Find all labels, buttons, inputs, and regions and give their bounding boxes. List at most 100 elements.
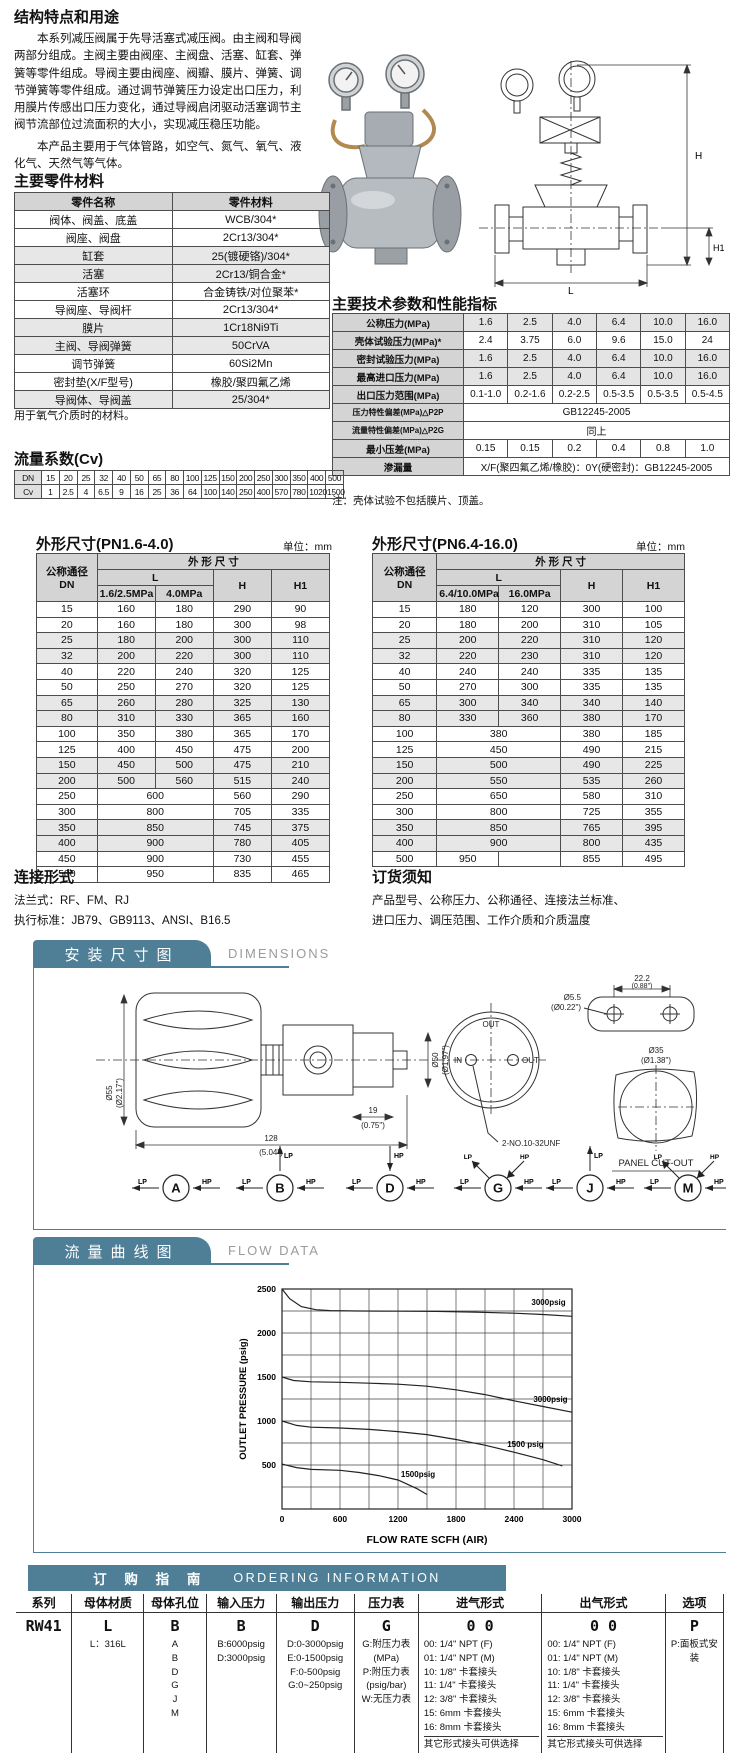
flow-pattern-code: J [586, 1181, 593, 1196]
dims-h-cell: 725 [560, 803, 624, 821]
ordering-column-header: 母体材质 [72, 1594, 144, 1613]
table-row: 200 550 535 260 [371, 772, 685, 790]
y-tick-label: 1000 [257, 1416, 276, 1426]
cv-cell: 140 [218, 484, 238, 499]
tech-value-cell: 0.2-2.5 [551, 385, 597, 404]
dims-dn-cell: 125 [36, 741, 98, 758]
materials-cell: 调节弹簧 [14, 354, 173, 373]
table-row: 150 450 500 475 210 [36, 756, 331, 774]
lp-arrowhead [454, 1185, 462, 1191]
svg-text:LP: LP [464, 1154, 473, 1161]
dims-h-cell: 855 [560, 850, 624, 868]
table-row: 导阀体、导阀盖 25/304* [14, 390, 330, 409]
dims-h-cell: 780 [212, 834, 272, 852]
table-row: 出口压力范围(MPa) 0.1-1.0 0.2-1.6 0.2-2.5 0.5-3.5 0… [332, 385, 731, 404]
tech-value-cell: 1.0 [684, 439, 731, 458]
table-row: 主阀、导阀弹簧 50CrVA [14, 336, 330, 355]
dims-dn-cell: 125 [371, 741, 438, 758]
dims-l2-cell: 330 [154, 710, 214, 727]
table-row: 25 180 200 300 110 [36, 632, 331, 649]
table-row: 活塞 2Cr13/铜合金* [14, 264, 330, 283]
table-row: 零件名称 零件材料 [14, 192, 330, 211]
dims-l-cell: 450 [436, 741, 562, 758]
dims-dn-cell: 65 [371, 694, 438, 712]
table-row: 500 950 855 495 [371, 850, 685, 868]
table-row: 导阀座、导阀杆 2Cr13/304* [14, 300, 330, 319]
ordering-items: L：316L [72, 1637, 143, 1653]
tech-value-cell: 1.6 [462, 313, 509, 332]
dims1-title: 外形尺寸(PN1.6-4.0) [36, 536, 174, 553]
dims-sub2-header: 4.0MPa [154, 585, 214, 602]
curve-label: 1500psig [401, 1470, 435, 1479]
cv-cell: 780 [289, 484, 309, 499]
dims-dn-cell: 80 [36, 710, 98, 727]
dims-l1-cell: 310 [96, 710, 156, 727]
dim-face-dia: Ø50 [431, 1052, 440, 1068]
dims-dn-cell: 400 [36, 834, 98, 852]
ordering-items: P:面板式安装 [666, 1637, 723, 1667]
ordering-code: G [381, 1617, 391, 1635]
table-row: 300 800 705 335 [36, 803, 331, 821]
dims-l2-cell: 270 [154, 678, 214, 696]
table-row: 100 380 380 185 [371, 725, 685, 743]
cv-cell: 100 [200, 484, 220, 499]
dims-h1-cell: 225 [622, 756, 685, 774]
section-intro: 结构特点和用途 本系列减压阀属于先导活塞式减压阀。由主阀和导阀两部分组成。主阀主… [14, 6, 312, 173]
tech-value-cell: 0.1-1.0 [462, 385, 509, 404]
valve-photo [318, 54, 462, 265]
dims-h-cell: 335 [560, 663, 624, 680]
materials-cell: 2Cr13/铜合金* [171, 264, 330, 283]
materials-table: 零件名称 零件材料 阀体、阀盖、底盖 WCB/304* 阀座、阀盘 2Cr13/304* 缸… [14, 192, 330, 409]
dims-h-cell: 490 [560, 756, 624, 774]
cv-cell: 65 [147, 470, 167, 485]
dim-face-dia-in: (Ø1.97") [441, 1045, 450, 1075]
tech-value-cell: 10.0 [640, 313, 686, 332]
dims1-table: 公称通径 DN 外 形 尺 寸 L H H1 1.6/2.5MPa 4.0MPa 15 160 18… [36, 553, 331, 883]
dims-dn-cell: 100 [371, 725, 438, 743]
dims-h-header: H [560, 569, 624, 602]
dims-dn-cell: 350 [371, 819, 438, 836]
table-row: 缸套 25(镀硬铬)/304* [14, 246, 330, 265]
tech-label-cell: 壳体试验压力(MPa)* [332, 331, 464, 350]
dims-h1-cell: 455 [270, 850, 331, 868]
ordering-item: 00: 1/4" NPT (F) [547, 1639, 616, 1650]
dims-h-cell: 290 [212, 601, 272, 618]
cv-cell: 350 [289, 470, 309, 485]
dims-h1-cell: 170 [622, 710, 685, 727]
ordering-notes-line1: 产品型号、公称压力、公称通径、连接法兰标准、 [372, 895, 625, 907]
ordering-column-header: 输出压力 [276, 1594, 354, 1613]
ordering-item: J [172, 1694, 178, 1706]
dims-l2-cell: 240 [154, 663, 214, 680]
cv-cell: 300 [271, 470, 291, 485]
dims-dn-cell: 250 [36, 788, 98, 805]
dims-h1-cell: 125 [270, 678, 331, 696]
dims-h1-cell: 375 [270, 819, 331, 836]
dims-h-cell: 365 [212, 710, 272, 727]
tech-label-cell: 最小压差(MPa) [332, 439, 464, 458]
table-row: 密封垫(X/F型号) 橡胶/聚四氟乙烯 [14, 372, 330, 391]
dims-l1-cell: 450 [96, 756, 156, 774]
tech-value-cell: 6.4 [595, 367, 642, 386]
ordering-column-5: 输出压力 D D:0-3000psig E:0-1500psig F:0-500psig… [276, 1594, 355, 1754]
flow-pattern-code: D [385, 1181, 394, 1196]
cv-cell: Cv [14, 484, 42, 499]
dims-l2-cell: 340 [498, 694, 562, 712]
dim-port-depth: 19 [369, 1106, 378, 1115]
curve-label: 3000psig [531, 1298, 565, 1307]
hp-arrowhead [705, 1185, 713, 1191]
dims-l2-cell: 450 [154, 741, 214, 758]
cv-cell: 36 [165, 484, 184, 499]
label-panel-cutout: PANEL CUT-OUT [619, 1158, 694, 1169]
dims-l1-cell: 200 [96, 647, 156, 665]
cv-cell: 500 [325, 470, 344, 485]
dims-dn-cell: 50 [371, 678, 438, 696]
materials-cell: 阀座、阀盘 [14, 228, 173, 247]
materials-cell: 导阀体、导阀盖 [14, 390, 173, 409]
dims-dn-cell: 450 [36, 850, 98, 868]
table-row: Cv 1 2.5 4 6.5 9 16 25 36 64 100 140 250 400 570 780 102… [14, 484, 345, 499]
dims-l2-cell: 220 [154, 647, 214, 665]
materials-cell: 橡胶/聚四氟乙烯 [171, 372, 330, 391]
x-tick-label: 3000 [563, 1514, 582, 1524]
intro-paragraph-1: 本系列减压阀属于先导活塞式减压阀。由主阀和导阀两部分组成。主阀主要由阀座、主阀盘… [14, 33, 302, 132]
dims-h1-cell: 125 [270, 663, 331, 680]
